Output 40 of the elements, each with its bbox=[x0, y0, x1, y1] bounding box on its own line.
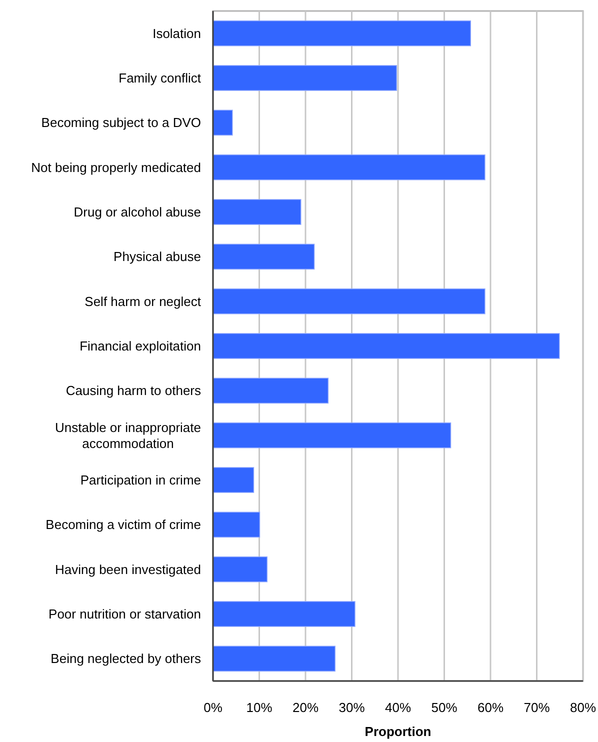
bar bbox=[212, 65, 398, 91]
bar bbox=[212, 467, 254, 493]
bar bbox=[212, 512, 260, 538]
y-tick-label: Financial exploitation bbox=[80, 338, 201, 354]
bar bbox=[212, 154, 486, 180]
bar bbox=[212, 556, 268, 582]
x-tick-label: 30% bbox=[338, 700, 366, 715]
y-tick-label: Being neglected by others bbox=[50, 651, 202, 666]
bar bbox=[212, 378, 329, 404]
bar bbox=[212, 601, 356, 627]
y-tick-label: Causing harm to others bbox=[66, 383, 202, 398]
x-tick-label: 80% bbox=[570, 700, 596, 715]
y-tick-label: Not being properly medicated bbox=[31, 160, 201, 175]
y-tick-label: Drug or alcohol abuse bbox=[74, 204, 201, 220]
x-tick-label: 20% bbox=[292, 700, 319, 715]
x-tick-label: 0% bbox=[204, 700, 223, 715]
x-axis-title: Proportion bbox=[364, 724, 432, 739]
y-tick-label: Self harm or neglect bbox=[84, 294, 202, 309]
bar bbox=[212, 288, 486, 314]
y-tick-label: Family conflict bbox=[118, 70, 202, 86]
bar bbox=[212, 333, 560, 359]
y-tick-label: Poor nutrition or starvation bbox=[48, 606, 201, 622]
y-tick-label: Physical abuse bbox=[114, 249, 201, 264]
bar bbox=[212, 646, 336, 672]
x-tick-label: 70% bbox=[524, 700, 550, 715]
y-tick-label: Participation in crime bbox=[80, 472, 201, 488]
y-tick-label: Isolation bbox=[152, 26, 201, 41]
bar bbox=[212, 244, 315, 270]
x-tick-label: 10% bbox=[246, 700, 273, 715]
y-tick-label: Having been investigated bbox=[55, 562, 201, 577]
bar bbox=[212, 110, 233, 136]
bar bbox=[212, 422, 452, 448]
x-tick-label: 50% bbox=[431, 700, 458, 715]
x-tick-label: 60% bbox=[477, 700, 504, 715]
bar bbox=[212, 20, 472, 46]
y-tick-label: Becoming subject to a DVO bbox=[41, 115, 201, 130]
bar bbox=[212, 199, 302, 225]
y-tick-label: Becoming a victim of crime bbox=[46, 517, 201, 532]
x-tick-label: 40% bbox=[384, 700, 412, 715]
y-tick-label: Unstable or inappropriate accommodation bbox=[55, 420, 202, 452]
